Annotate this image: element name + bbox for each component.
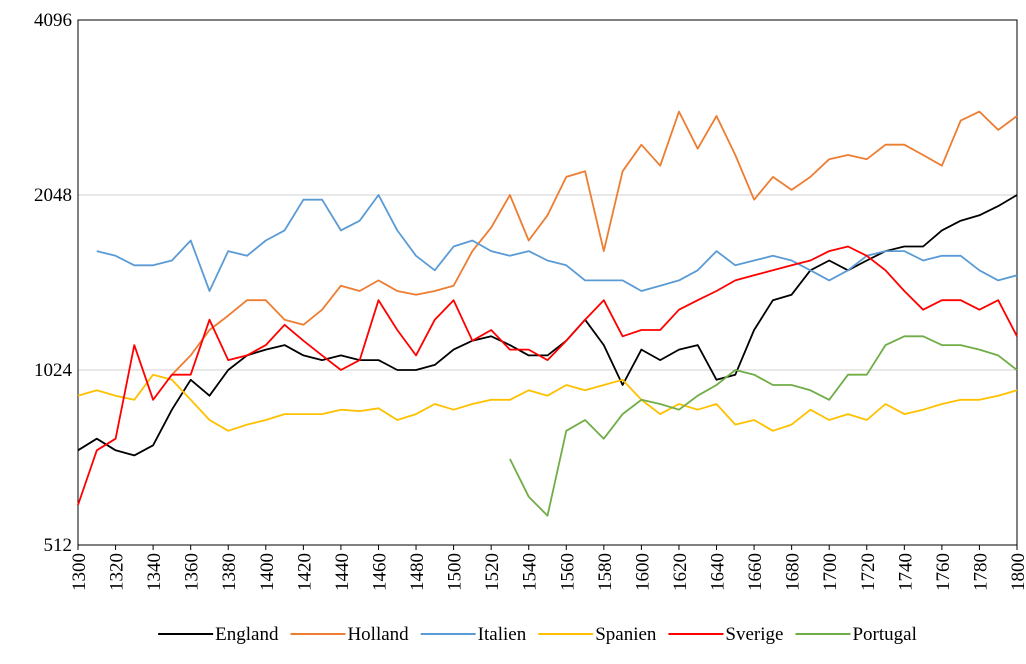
- series-line: [171, 110, 1018, 376]
- series-line: [77, 245, 1018, 506]
- y-tick-label: 512: [44, 535, 73, 556]
- series-line: [96, 194, 1018, 292]
- plot-frame: [77, 19, 1018, 546]
- x-tick-label: 1700: [820, 553, 841, 591]
- x-tick-label: 1660: [745, 553, 766, 591]
- x-tick-label: 1760: [933, 553, 954, 591]
- x-tick-label: 1580: [595, 553, 616, 591]
- y-tick-label: 1024: [34, 360, 73, 381]
- legend-label: Spanien: [595, 624, 657, 645]
- x-tick-label: 1780: [970, 553, 991, 591]
- x-tick-label: 1740: [895, 553, 916, 591]
- legend-label: Sverige: [725, 624, 783, 645]
- legend-label: Italien: [478, 624, 527, 645]
- x-tick-label: 1540: [520, 553, 541, 591]
- x-tick-label: 1720: [858, 553, 879, 591]
- x-tick-label: 1340: [144, 553, 165, 591]
- x-tick-label: 1440: [332, 553, 353, 591]
- x-tick-label: 1460: [369, 553, 390, 591]
- x-tick-label: 1400: [257, 553, 278, 591]
- x-tick-label: 1420: [294, 553, 315, 591]
- legend-label: England: [215, 624, 279, 645]
- x-tick-label: 1480: [407, 553, 428, 591]
- series-line: [77, 194, 1018, 457]
- x-tick-label: 1800: [1008, 553, 1026, 591]
- x-tick-label: 1620: [670, 553, 691, 591]
- x-tick-label: 1360: [182, 553, 203, 591]
- x-tick-label: 1380: [219, 553, 240, 591]
- legend-label: Holland: [347, 624, 409, 645]
- series-line: [77, 373, 1018, 432]
- y-tick-label: 2048: [34, 185, 72, 206]
- x-tick-label: 1600: [632, 553, 653, 591]
- legend: England Holland Italien Spanien Sverige Portu…: [158, 624, 917, 645]
- x-tick-label: 1520: [482, 553, 503, 591]
- x-tick-label: 1640: [708, 553, 729, 591]
- legend-label: Portugal: [852, 624, 916, 645]
- x-tick-label: 1300: [69, 553, 90, 591]
- x-tick-label: 1560: [557, 553, 578, 591]
- x-tick-label: 1680: [783, 553, 804, 591]
- series-line: [509, 335, 1018, 517]
- x-tick-label: 1320: [107, 553, 128, 591]
- x-tick-label: 1500: [445, 553, 466, 591]
- y-tick-label: 4096: [34, 10, 72, 31]
